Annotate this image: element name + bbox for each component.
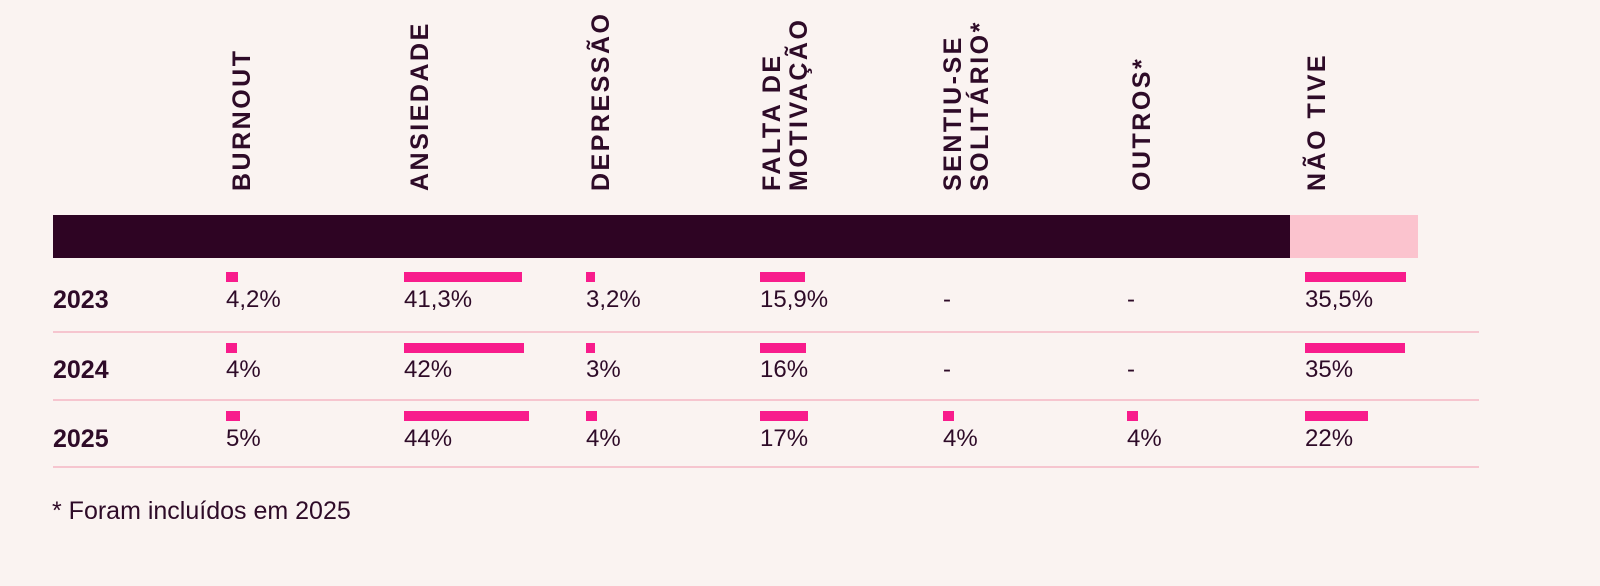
column-header-ansiedade: ANSIEDADE [406,21,434,191]
row-label-2025: 2025 [53,425,109,453]
header-band-dark [53,215,1290,258]
row-divider [53,399,1479,401]
value-2023-sentiu: - [943,286,951,313]
column-header-burnout: BURNOUT [228,48,256,192]
value-2024-sentiu: - [943,356,951,383]
bar-2025-falta [760,411,808,421]
column-header-nao-tive: NÃO TIVE [1303,52,1331,191]
bar-2023-depressao [586,272,595,282]
value-2024-falta: 16% [760,356,809,383]
row-label-2023: 2023 [53,286,109,314]
column-header-falta-de-motivacao: FALTA DE MOTIVAÇÃO [758,17,813,191]
bar-2024-depressao [586,343,595,353]
bar-2025-depressao [586,411,597,421]
value-2023-outros: - [1127,286,1135,313]
value-2024-ansiedade: 42% [404,356,453,383]
value-2023-nao-tive: 35,5% [1305,286,1374,313]
value-2025-depressao: 4% [586,425,621,452]
bar-2025-burnout [226,411,240,421]
header-band-light-pink [1290,215,1418,258]
row-divider [53,331,1479,333]
value-2025-falta: 17% [760,425,809,452]
column-header-depressao: DEPRESSÃO [587,11,615,191]
bar-2023-falta [760,272,805,282]
bar-2025-sentiu [943,411,954,421]
footnote: * Foram incluídos em 2025 [52,497,351,525]
value-2024-nao-tive: 35% [1305,356,1354,383]
value-2024-depressao: 3% [586,356,621,383]
value-2024-outros: - [1127,356,1135,383]
value-2025-sentiu: 4% [943,425,978,452]
value-2023-burnout: 4,2% [226,286,281,313]
value-2023-depressao: 3,2% [586,286,641,313]
value-2023-falta: 15,9% [760,286,829,313]
value-2025-ansiedade: 44% [404,425,453,452]
value-2025-outros: 4% [1127,425,1162,452]
value-2025-nao-tive: 22% [1305,425,1354,452]
column-header-sentiu-se-solitario: SENTIU-SE SOLITÁRIO* [939,20,994,191]
column-header-outros: OUTROS* [1128,56,1156,191]
bar-2025-ansiedade [404,411,529,421]
bar-2024-nao-tive [1305,343,1405,353]
row-divider [53,466,1479,468]
value-2023-ansiedade: 41,3% [404,286,473,313]
bar-2025-nao-tive [1305,411,1368,421]
bar-2025-outros [1127,411,1138,421]
value-2025-burnout: 5% [226,425,261,452]
bar-2024-burnout [226,343,237,353]
bar-2024-falta [760,343,806,353]
row-label-2024: 2024 [53,356,109,384]
value-2024-burnout: 4% [226,356,261,383]
bar-2023-ansiedade [404,272,522,282]
bar-2023-nao-tive [1305,272,1406,282]
bar-2023-burnout [226,272,238,282]
bar-2024-ansiedade [404,343,524,353]
